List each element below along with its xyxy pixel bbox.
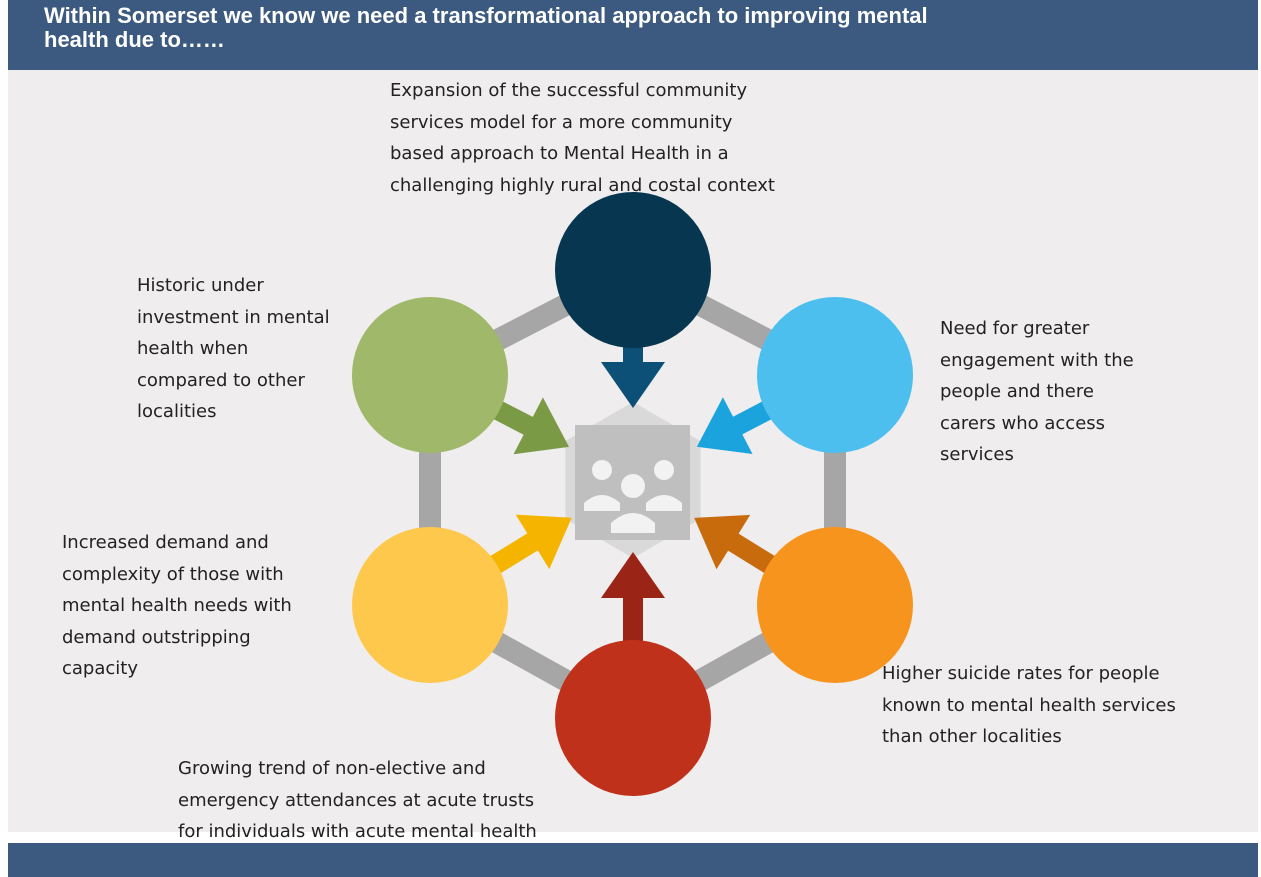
- icon-head: [654, 460, 674, 480]
- label-line: complexity of those with: [62, 563, 284, 585]
- arrow: [475, 514, 572, 583]
- label-line: people and there: [940, 381, 1094, 402]
- node-label: Growing trend of non-elective and emergen…: [178, 753, 537, 848]
- arrow: [601, 330, 665, 408]
- label-line: demand outstripping: [62, 626, 251, 648]
- node-label: Higher suicide rates for people known to …: [882, 658, 1176, 753]
- node-circle: [757, 297, 913, 453]
- label-line: health when: [137, 338, 249, 359]
- header-bar: Within Somerset we know we need a transf…: [8, 0, 1258, 70]
- label-line: known to mental health services: [882, 694, 1176, 716]
- label-line: localities: [137, 401, 217, 422]
- node-label: Historic under investment in mental health…: [137, 270, 330, 428]
- label-line: services model for a more community: [390, 111, 733, 133]
- label-line: Need for greater: [940, 318, 1090, 339]
- footer-bar: [8, 843, 1258, 877]
- title: Within Somerset we know we need a transf…: [44, 4, 928, 52]
- arrow: [694, 514, 790, 582]
- label-line: capacity: [62, 658, 138, 679]
- label-line: carers who access: [940, 412, 1106, 434]
- label-line: challenging highly rural and costal cont…: [390, 174, 775, 196]
- node-circle: [555, 640, 711, 796]
- arrow: [478, 393, 569, 455]
- label-line: services: [940, 444, 1014, 465]
- node-circle: [757, 527, 913, 683]
- icon-head: [592, 460, 612, 480]
- node-circle: [555, 192, 711, 348]
- node-circle: [352, 527, 508, 683]
- node-label: Increased demand and complexity of those …: [62, 527, 292, 685]
- title-line: Within Somerset we know we need a transf…: [44, 3, 928, 28]
- label-line: Expansion of the successful community: [390, 80, 748, 101]
- node-label: Need for greater engagement with the peopl…: [940, 313, 1134, 471]
- label-line: investment in mental: [137, 306, 330, 328]
- label-line: compared to other: [137, 369, 305, 391]
- node-circle: [352, 297, 508, 453]
- label-line: Increased demand and: [62, 532, 269, 553]
- arrow: [601, 552, 665, 658]
- label-line: engagement with the: [940, 349, 1134, 371]
- icon-body: [611, 513, 655, 533]
- label-line: emergency attendances at acute trusts: [178, 789, 535, 811]
- node-label: Expansion of the successful community ser…: [390, 75, 775, 201]
- label-line: Historic under: [137, 275, 264, 296]
- arrow: [696, 393, 787, 454]
- label-line: based approach to Mental Health in a: [390, 143, 729, 164]
- label-line: mental health needs with: [62, 595, 292, 616]
- diagram: [352, 192, 913, 796]
- label-line: than other localities: [882, 726, 1062, 747]
- icon-head: [621, 474, 645, 498]
- label-line: for individuals with acute mental health: [178, 821, 537, 842]
- label-line: Growing trend of non-elective and: [178, 758, 486, 779]
- icon-body: [584, 495, 682, 511]
- title-line: health due to……: [44, 27, 225, 52]
- label-line: Higher suicide rates for people: [882, 663, 1160, 684]
